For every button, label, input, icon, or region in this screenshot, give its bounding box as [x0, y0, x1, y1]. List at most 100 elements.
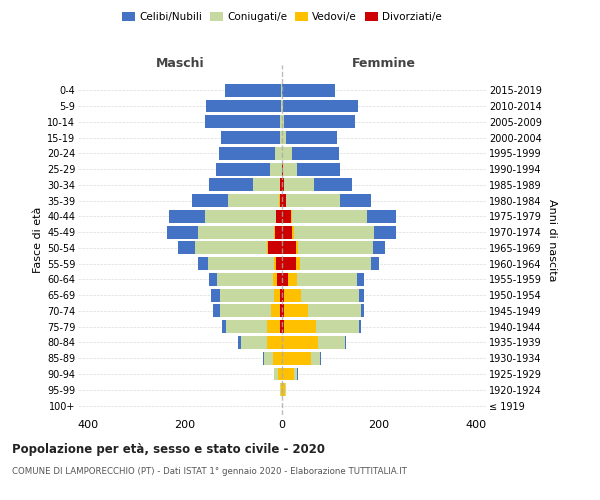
- Bar: [280, 320, 282, 333]
- Bar: [294, 368, 297, 380]
- Bar: [217, 162, 270, 175]
- Bar: [178, 242, 194, 254]
- Bar: [283, 84, 335, 96]
- Bar: [283, 100, 358, 112]
- Bar: [282, 288, 284, 302]
- Bar: [296, 257, 301, 270]
- Bar: [222, 320, 226, 333]
- Bar: [282, 100, 283, 112]
- Bar: [320, 352, 321, 364]
- Y-axis label: Fasce di età: Fasce di età: [32, 207, 43, 273]
- Bar: [286, 131, 337, 144]
- Bar: [238, 336, 241, 349]
- Text: COMUNE DI LAMPORECCHIO (PT) - Dati ISTAT 1° gennaio 2020 - Elaborazione TUTTITAL: COMUNE DI LAMPORECCHIO (PT) - Dati ISTAT…: [12, 468, 407, 476]
- Bar: [282, 162, 283, 175]
- Bar: [276, 210, 282, 223]
- Bar: [282, 178, 284, 192]
- Bar: [319, 336, 345, 349]
- Bar: [282, 226, 292, 238]
- Bar: [253, 178, 280, 192]
- Bar: [367, 210, 396, 223]
- Bar: [282, 116, 284, 128]
- Bar: [292, 147, 340, 160]
- Bar: [273, 273, 277, 286]
- Legend: Celibi/Nubili, Coniugati/e, Vedovi/e, Divorziati/e: Celibi/Nubili, Coniugati/e, Vedovi/e, Di…: [118, 8, 446, 26]
- Bar: [199, 226, 274, 238]
- Bar: [273, 352, 282, 364]
- Bar: [268, 320, 280, 333]
- Bar: [284, 178, 314, 192]
- Bar: [301, 257, 371, 270]
- Bar: [292, 226, 293, 238]
- Bar: [282, 336, 319, 349]
- Bar: [199, 257, 208, 270]
- Bar: [221, 131, 280, 144]
- Bar: [280, 304, 282, 318]
- Y-axis label: Anni di nascita: Anni di nascita: [547, 198, 557, 281]
- Bar: [286, 194, 340, 207]
- Bar: [284, 116, 355, 128]
- Text: Femmine: Femmine: [352, 56, 416, 70]
- Bar: [209, 178, 253, 192]
- Bar: [281, 384, 282, 396]
- Bar: [191, 194, 228, 207]
- Bar: [280, 384, 281, 396]
- Bar: [263, 352, 273, 364]
- Bar: [374, 226, 395, 238]
- Bar: [282, 210, 291, 223]
- Bar: [359, 288, 364, 302]
- Bar: [217, 273, 273, 286]
- Bar: [167, 226, 199, 238]
- Bar: [280, 288, 282, 302]
- Bar: [275, 147, 282, 160]
- Bar: [293, 226, 374, 238]
- Bar: [205, 116, 280, 128]
- Bar: [274, 368, 278, 380]
- Text: Popolazione per età, sesso e stato civile - 2020: Popolazione per età, sesso e stato civil…: [12, 442, 325, 456]
- Bar: [308, 304, 361, 318]
- Bar: [220, 304, 271, 318]
- Bar: [225, 84, 281, 96]
- Bar: [194, 242, 268, 254]
- Bar: [228, 194, 279, 207]
- Bar: [268, 242, 282, 254]
- Bar: [298, 242, 373, 254]
- Bar: [275, 226, 282, 238]
- Bar: [270, 162, 282, 175]
- Bar: [301, 288, 359, 302]
- Bar: [284, 320, 316, 333]
- Bar: [282, 257, 296, 270]
- Bar: [311, 352, 320, 364]
- Bar: [282, 194, 286, 207]
- Bar: [282, 131, 286, 144]
- Text: Maschi: Maschi: [155, 56, 205, 70]
- Bar: [291, 210, 292, 223]
- Bar: [359, 320, 361, 333]
- Bar: [277, 273, 282, 286]
- Bar: [274, 226, 275, 238]
- Bar: [373, 242, 385, 254]
- Bar: [314, 178, 352, 192]
- Bar: [281, 100, 282, 112]
- Bar: [288, 273, 296, 286]
- Bar: [282, 352, 311, 364]
- Bar: [280, 178, 282, 192]
- Bar: [345, 336, 346, 349]
- Bar: [219, 147, 275, 160]
- Bar: [282, 368, 294, 380]
- Bar: [220, 288, 274, 302]
- Bar: [169, 210, 205, 223]
- Bar: [282, 273, 288, 286]
- Bar: [213, 304, 220, 318]
- Bar: [282, 147, 292, 160]
- Bar: [361, 304, 364, 318]
- Bar: [205, 210, 275, 223]
- Bar: [281, 84, 282, 96]
- Bar: [296, 242, 298, 254]
- Bar: [316, 320, 359, 333]
- Bar: [357, 273, 364, 286]
- Bar: [283, 162, 296, 175]
- Bar: [282, 384, 285, 396]
- Bar: [285, 384, 286, 396]
- Bar: [280, 194, 282, 207]
